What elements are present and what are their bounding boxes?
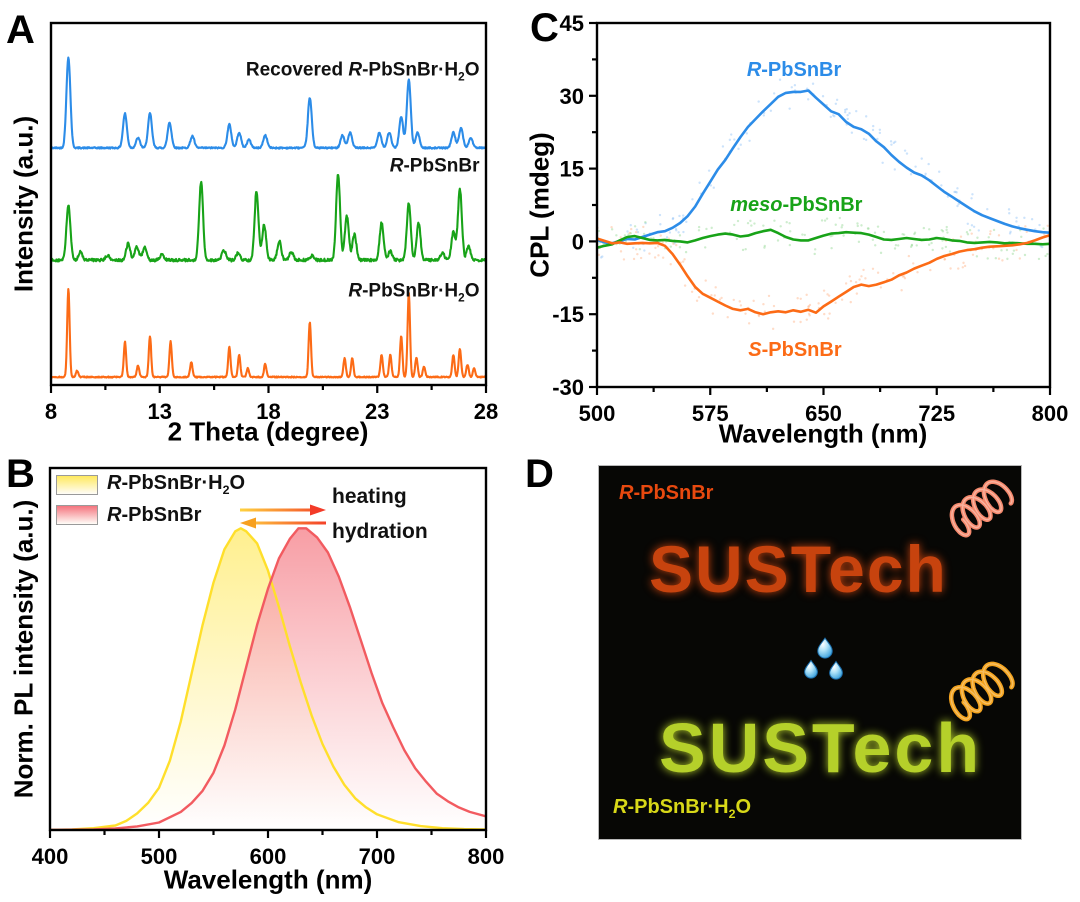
panel-letter-c: C bbox=[530, 6, 559, 50]
svg-text:650: 650 bbox=[805, 401, 842, 426]
luminescence-photo: R-PbSnBr SUSTech SUSTech R-PbSnBr·H2O bbox=[598, 465, 1022, 840]
cpl-trace-S-PbSnBr bbox=[597, 233, 1050, 316]
svg-text:13: 13 bbox=[148, 399, 172, 424]
panel-letter-d: D bbox=[525, 452, 554, 496]
svg-text:28: 28 bbox=[474, 399, 498, 424]
svg-text:15: 15 bbox=[560, 157, 584, 182]
trace-label-1: R-PbSnBr bbox=[389, 155, 480, 177]
axis-label-cpl: CPL (mdeg) bbox=[524, 132, 555, 278]
panel-a-xrd: 8 13 18 23 28 A 2 Theta (degree) Intensity (… bbox=[0, 0, 540, 452]
svg-text:600: 600 bbox=[250, 844, 287, 869]
panel-letter-b: B bbox=[6, 452, 35, 496]
legend-item-anhydrous: R-PbSnBr bbox=[56, 505, 201, 525]
svg-text:18: 18 bbox=[256, 399, 280, 424]
pl-curve-R-PbSnBr·H2O bbox=[50, 527, 486, 830]
svg-text:800: 800 bbox=[1032, 401, 1069, 426]
helix-icon-top bbox=[949, 479, 1015, 538]
pl-chart: 400 500 600 700 800 bbox=[32, 466, 505, 869]
trace-label-0: R-PbSnBr bbox=[746, 58, 842, 81]
axis-label-wavelength-b: Wavelength (nm) bbox=[163, 864, 373, 895]
svg-text:23: 23 bbox=[365, 399, 389, 424]
legend-swatch-anhydrous bbox=[56, 505, 98, 525]
photo-label-r-pbsnbr-h2o: R-PbSnBr·H2O bbox=[613, 796, 752, 821]
svg-text:-30: -30 bbox=[552, 375, 584, 400]
svg-text:575: 575 bbox=[692, 401, 729, 426]
cpl-trace-R-PbSnBr bbox=[597, 89, 1050, 245]
cpl-trace-meso-PbSnBr bbox=[597, 228, 1050, 249]
trace-label-0: Recovered R-PbSnBr·H2O bbox=[245, 59, 480, 84]
svg-text:45: 45 bbox=[560, 11, 584, 36]
sustech-word-green: SUSTech bbox=[659, 709, 983, 787]
svg-text:400: 400 bbox=[32, 844, 69, 869]
hydration-label: hydration bbox=[332, 520, 428, 543]
sustech-word-orange: SUSTech bbox=[649, 532, 948, 606]
axis-label-intensity: Intensity (a.u.) bbox=[8, 115, 39, 293]
panel-letter-a: A bbox=[6, 8, 35, 52]
water-drops-icon bbox=[804, 637, 843, 680]
svg-text:8: 8 bbox=[45, 399, 57, 424]
panel-c-cpl: 500 575 650 725 800 -30 -15 0 15 30 45 C Wavelengt… bbox=[520, 0, 1080, 452]
trace-label-2: S-PbSnBr bbox=[748, 338, 842, 361]
panel-d-photo-section: D R-PbSnBr SUSTech SUSTech R-PbSnBr·H2O bbox=[520, 452, 1080, 902]
xrd-chart: 8 13 18 23 28 bbox=[45, 21, 498, 424]
svg-text:700: 700 bbox=[359, 844, 396, 869]
svg-text:500: 500 bbox=[579, 401, 616, 426]
legend-swatch-hydrated bbox=[56, 475, 98, 495]
axis-label-wavelength-c: Wavelength (nm) bbox=[718, 418, 928, 449]
trace-label-2: R-PbSnBr·H2O bbox=[348, 280, 480, 305]
pl-area-R-PbSnBr bbox=[50, 528, 486, 830]
legend-label-hydrated: R-PbSnBr·H2O bbox=[107, 472, 246, 498]
xrd-trace-R-PbSnBr bbox=[51, 174, 486, 263]
axis-label-pl-intensity: Norm. PL intensity (a.u.) bbox=[8, 499, 39, 799]
legend-item-hydrated: R-PbSnBr·H2O bbox=[56, 472, 246, 498]
legend-label-anhydrous: R-PbSnBr bbox=[107, 504, 202, 526]
panel-b-pl: 400 500 600 700 800 B Wavelength (nm) Norm. … bbox=[0, 452, 540, 902]
photo-label-r-pbsnbr: R-PbSnBr bbox=[619, 482, 714, 504]
xrd-trace-R-PbSnBr·H2O bbox=[51, 288, 486, 379]
svg-text:500: 500 bbox=[141, 844, 178, 869]
svg-text:0: 0 bbox=[572, 229, 584, 254]
xrd-trace-Recovered R-PbSnBr·H2O bbox=[51, 56, 486, 150]
svg-text:30: 30 bbox=[560, 84, 584, 109]
trace-label-1: meso-PbSnBr bbox=[730, 194, 863, 216]
axis-label-2theta: 2 Theta (degree) bbox=[167, 416, 369, 447]
svg-text:725: 725 bbox=[918, 401, 955, 426]
heating-label: heating bbox=[332, 485, 407, 508]
svg-text:800: 800 bbox=[468, 844, 505, 869]
cpl-chart: 500 575 650 725 800 -30 -15 0 15 30 45 bbox=[552, 11, 1069, 426]
svg-text:-15: -15 bbox=[552, 302, 584, 327]
reversible-arrows-icon bbox=[240, 504, 326, 529]
pl-curve-R-PbSnBr bbox=[50, 527, 486, 830]
